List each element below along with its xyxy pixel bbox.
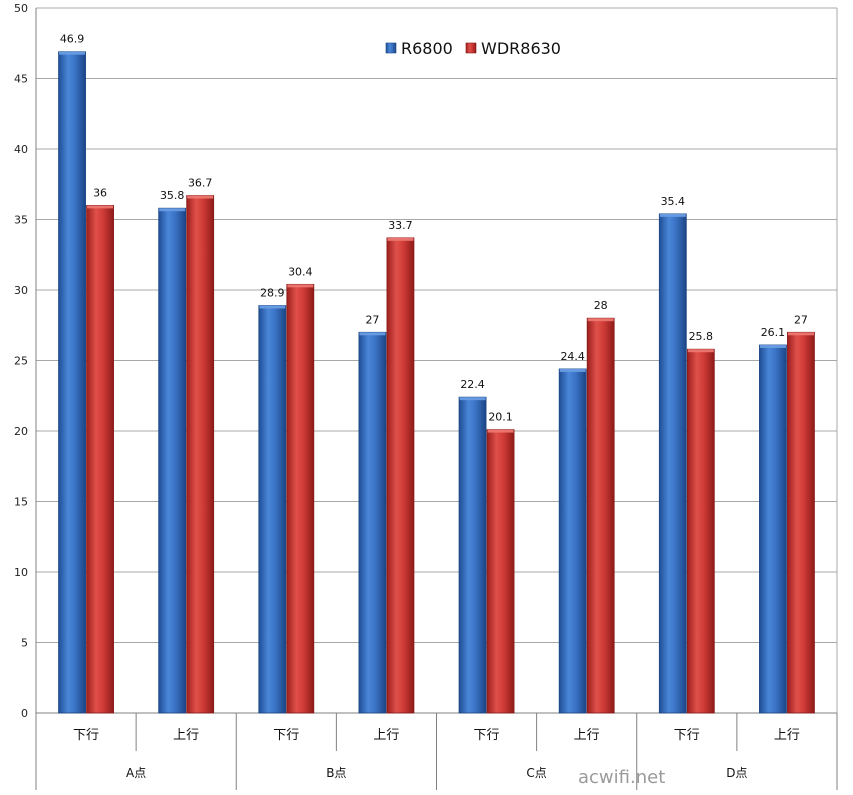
y-tick-label: 30 xyxy=(14,284,28,297)
data-label: 25.8 xyxy=(689,330,714,343)
bar-r6800-2 xyxy=(258,305,287,714)
data-label: 26.1 xyxy=(761,326,786,339)
bar-top-wdr8630-1 xyxy=(187,195,214,199)
group-label: B点 xyxy=(326,766,346,780)
data-label: 28 xyxy=(594,299,608,312)
legend-swatch-wdr8630 xyxy=(465,42,477,54)
bar-r6800-3 xyxy=(358,331,387,714)
y-tick-label: 15 xyxy=(14,496,28,509)
group-label: C点 xyxy=(526,766,546,780)
y-tick-label: 25 xyxy=(14,355,28,368)
category-label: 下行 xyxy=(73,728,99,743)
bar-wdr8630-4 xyxy=(486,429,515,714)
bar-top-r6800-5 xyxy=(559,368,586,372)
data-label: 46.9 xyxy=(60,33,85,46)
bar-r6800-4 xyxy=(458,396,487,714)
data-label: 35.4 xyxy=(661,195,686,208)
bar-top-wdr8630-5 xyxy=(587,318,614,322)
y-tick-label: 40 xyxy=(14,143,28,156)
bar-wdr8630-2 xyxy=(286,283,315,714)
category-label: 上行 xyxy=(574,728,600,743)
legend-label-r6800: R6800 xyxy=(401,39,453,58)
data-label: 20.1 xyxy=(488,411,513,424)
y-tick-label: 35 xyxy=(14,214,28,227)
bar-r6800-5 xyxy=(558,368,587,714)
data-label: 36.7 xyxy=(188,177,213,190)
category-label: 下行 xyxy=(474,728,500,743)
bar-top-wdr8630-4 xyxy=(487,429,514,433)
category-label: 上行 xyxy=(373,728,399,743)
bar-top-wdr8630-0 xyxy=(87,205,114,209)
bar-top-wdr8630-6 xyxy=(687,349,714,353)
axes: 0 5 10 15 20 25 30 35 40 45 50 xyxy=(14,2,838,790)
data-label: 27 xyxy=(794,313,808,326)
category-label: 下行 xyxy=(674,728,700,743)
bar-wdr8630-0 xyxy=(86,204,114,714)
bars xyxy=(58,51,815,714)
bar-top-wdr8630-2 xyxy=(287,284,314,288)
bar-wdr8630-6 xyxy=(686,348,715,714)
y-tick-label: 20 xyxy=(14,425,28,438)
bar-top-r6800-7 xyxy=(759,344,786,348)
bar-top-r6800-3 xyxy=(359,332,386,336)
bar-r6800-1 xyxy=(158,207,187,714)
data-label: 22.4 xyxy=(460,378,485,391)
category-axis: 下行 上行 下行 上行 下行 上行 下行 上行 A点 B点 C点 D点 xyxy=(35,713,838,790)
bar-top-wdr8630-7 xyxy=(787,332,814,336)
data-label: 24.4 xyxy=(560,350,585,363)
legend-swatch-r6800 xyxy=(385,42,397,54)
data-label: 36 xyxy=(93,186,107,199)
bar-top-wdr8630-3 xyxy=(387,237,414,241)
category-label: 上行 xyxy=(774,728,800,743)
group-label: D点 xyxy=(726,766,747,780)
data-labels: 46.9 36 35.836.7 28.930.4 27 33.7 22.4 20.1 24.4… xyxy=(60,33,808,424)
bar-wdr8630-7 xyxy=(787,331,815,714)
y-tick-label: 5 xyxy=(21,637,28,650)
bar-r6800-7 xyxy=(759,344,787,714)
data-label: 33.7 xyxy=(388,219,413,232)
data-label: 28.9 xyxy=(260,287,285,300)
bar-r6800-0 xyxy=(58,51,86,714)
category-label: 上行 xyxy=(173,728,199,743)
gridlines xyxy=(36,7,837,714)
group-label: A点 xyxy=(126,766,146,780)
y-tick-label: 50 xyxy=(14,2,28,15)
bar-wdr8630-1 xyxy=(186,195,215,714)
category-label: 下行 xyxy=(273,728,299,743)
bar-wdr8630-3 xyxy=(386,237,415,714)
bar-r6800-6 xyxy=(658,213,687,714)
legend-label-wdr8630: WDR8630 xyxy=(481,39,561,58)
bar-wdr8630-5 xyxy=(586,317,615,714)
bar-top-r6800-6 xyxy=(659,213,686,217)
bar-top-r6800-1 xyxy=(159,208,186,212)
data-label: 27 xyxy=(365,313,379,326)
y-tick-label: 0 xyxy=(21,707,28,720)
data-label: 30.4 xyxy=(288,265,313,278)
y-tick-label: 45 xyxy=(14,73,28,86)
bar-top-r6800-2 xyxy=(259,305,286,309)
y-tick-label: 10 xyxy=(14,566,28,579)
watermark: acwifi.net xyxy=(578,767,665,788)
bar-top-r6800-4 xyxy=(459,397,486,401)
legend: R6800 WDR8630 xyxy=(385,39,561,58)
data-label: 35.8 xyxy=(160,189,185,202)
bar-top-r6800-0 xyxy=(59,51,86,55)
